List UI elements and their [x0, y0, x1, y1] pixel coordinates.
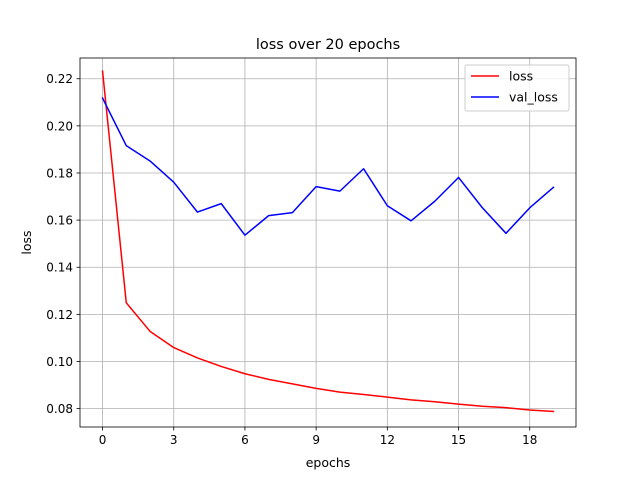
x-tick-label-9: 9 [312, 433, 320, 447]
legend: loss val_loss [464, 64, 570, 112]
y-tick-label-0-14: 0.14 [46, 261, 73, 275]
series-line-loss [101, 70, 555, 413]
legend-label-val-loss: val_loss [509, 90, 558, 105]
axis-ticks: 0 3 6 9 12 15 18 0.08 0.10 0.12 0.14 0.16 0.18 0.20 0.… [46, 72, 537, 447]
y-axis-title: loss [19, 230, 34, 254]
series-lines [101, 70, 555, 413]
series-line-val-loss [101, 97, 555, 236]
y-tick-label-0-10: 0.10 [46, 355, 73, 369]
plot-frame [79, 57, 577, 428]
y-tick-label-0-20: 0.20 [46, 119, 73, 133]
x-axis-title: epochs [306, 455, 351, 470]
x-tick-label-18: 18 [522, 433, 537, 447]
y-tick-label-0-08: 0.08 [46, 402, 73, 416]
y-tick-label-0-22: 0.22 [46, 72, 73, 86]
grid [80, 58, 576, 427]
y-tick-label-0-16: 0.16 [46, 214, 73, 228]
legend-label-loss: loss [509, 69, 533, 84]
x-tick-label-12: 12 [380, 433, 395, 447]
x-tick-label-3: 3 [170, 433, 178, 447]
y-tick-label-0-18: 0.18 [46, 166, 73, 180]
chart-title: loss over 20 epochs [256, 37, 400, 53]
x-tick-label-6: 6 [241, 433, 249, 447]
x-tick-label-0: 0 [99, 433, 107, 447]
x-tick-label-15: 15 [451, 433, 466, 447]
y-tick-label-0-12: 0.12 [46, 308, 73, 322]
